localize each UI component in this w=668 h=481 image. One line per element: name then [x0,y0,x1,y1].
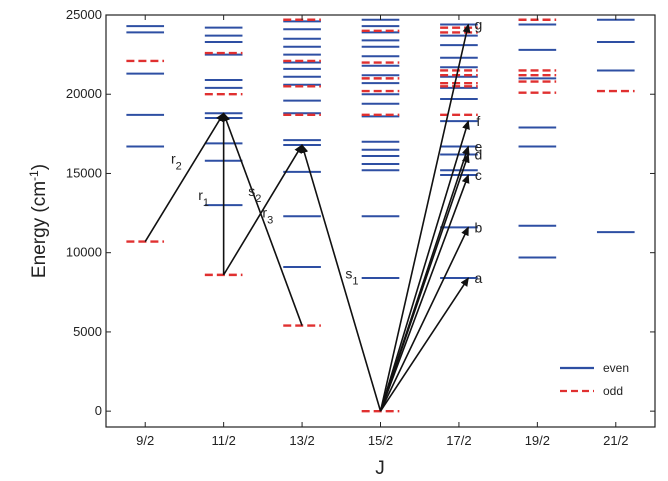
transition-label-sub: 3 [267,215,273,227]
legend: even odd [560,361,629,398]
x-tick-label: 19/2 [525,433,550,448]
transition-label-g: g [474,17,482,33]
transition-arrow-s1 [300,143,382,412]
x-tick-label: 9/2 [136,433,154,448]
transition-label-r2: r2 [171,151,182,173]
y-tick-label: 10000 [66,245,102,260]
transition-arrow-s2 [222,144,303,276]
y-tick-label: 25000 [66,7,102,22]
y-axis-ticks: 0 5000 10000 15000 20000 25000 [66,7,655,418]
y-axis-title-close: ) [29,164,50,170]
transition-arrows [144,23,471,412]
y-tick-label: 5000 [73,324,102,339]
transition-arrow-a [379,277,470,412]
transition-label-e: e [474,139,482,155]
transition-label-c: c [475,167,482,183]
x-tick-label: 15/2 [368,433,393,448]
x-tick-label: 21/2 [603,433,628,448]
transition-arrow-b [379,226,470,412]
transition-label-d: d [474,146,482,162]
x-axis-title: J [375,458,385,479]
transition-label-sub: 2 [255,193,261,205]
transition-label-r1: r1 [198,187,209,209]
transition-label-f: f [476,113,480,129]
transition-label-s2: s2 [248,183,261,205]
y-tick-label: 15000 [66,165,102,180]
transition-label-s1: s1 [345,266,358,288]
transition-arrow-f [379,120,470,412]
x-axis-ticks: 9/2 11/2 13/2 15/2 17/2 19/2 21/2 [136,15,628,448]
transition-label-a: a [474,270,482,286]
transition-label-sub: 1 [203,197,209,209]
y-axis-title-sup: -1 [27,170,41,181]
plot-frame [105,14,656,428]
legend-even-label: even [603,361,629,375]
transition-label-sub: 1 [352,276,358,288]
energy-levels [126,18,635,413]
x-tick-label: 17/2 [446,433,471,448]
x-tick-label: 13/2 [289,433,314,448]
transition-arrow-c [379,174,470,412]
legend-odd-label: odd [603,384,623,398]
transition-label-r3: r3 [262,205,273,227]
y-tick-label: 20000 [66,86,102,101]
x-tick-label: 11/2 [211,433,235,448]
y-axis-title: Energy (cm-1) [27,164,50,278]
transition-arrow-g [379,23,471,412]
transition-label-sub: 2 [176,161,182,173]
transition-arrow-r2 [144,112,225,243]
transition-arrow-e [379,145,470,412]
transition-label-b: b [474,219,482,235]
y-axis-title-main: Energy (cm [29,181,50,278]
transition-arrow-r3 [222,112,303,326]
y-tick-label: 0 [95,403,102,418]
